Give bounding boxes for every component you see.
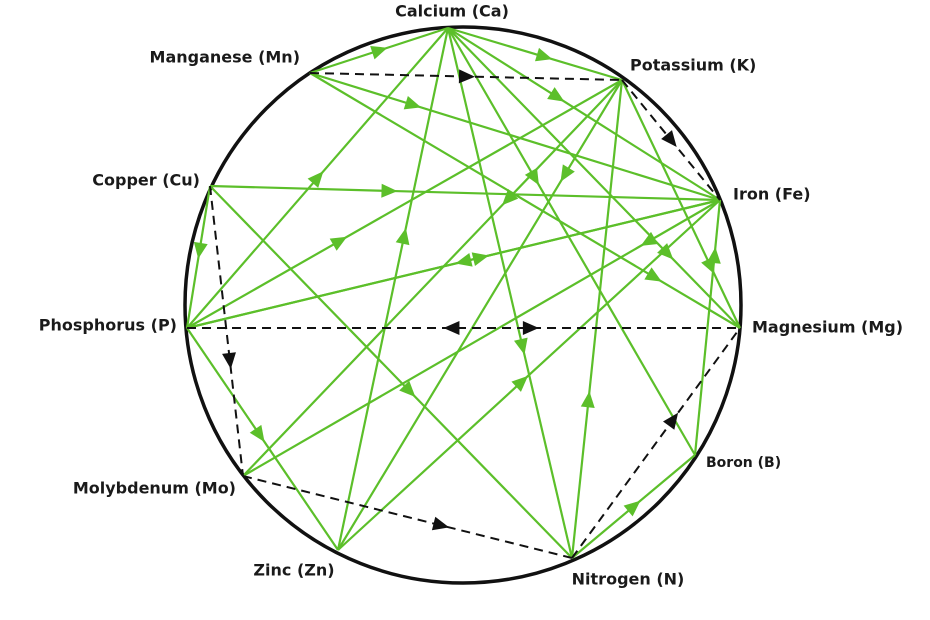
arrow-head <box>370 46 388 60</box>
arrow-head <box>560 164 575 182</box>
arrow-head <box>522 321 539 335</box>
dashed-edge <box>242 475 573 559</box>
arrow-head <box>307 171 324 188</box>
green-edge <box>570 79 624 559</box>
green-edge <box>337 79 623 551</box>
dashed-edge <box>209 185 244 477</box>
arrow-head <box>511 375 528 392</box>
green-edge <box>621 79 741 329</box>
arrow-head <box>640 231 659 246</box>
green-edge <box>336 27 450 551</box>
arrow-head <box>222 352 236 369</box>
node-label: Phosphorus (P) <box>39 316 177 335</box>
arrow-head <box>547 87 565 102</box>
node-label: Manganese (Mn) <box>150 48 300 67</box>
dashed-edge <box>571 327 741 559</box>
arrow-head <box>502 188 519 206</box>
edges <box>185 26 741 559</box>
green-edge <box>447 27 721 201</box>
node-label: Potassium (K) <box>630 56 756 75</box>
green-edge <box>186 198 721 330</box>
arrow-head <box>443 321 460 335</box>
arrow-head <box>431 516 450 531</box>
arrow-head <box>513 337 528 355</box>
green-edge <box>693 199 722 456</box>
arrow-head <box>455 252 473 267</box>
green-edge <box>309 72 741 329</box>
arrow-head <box>403 95 422 110</box>
arrow-head <box>534 47 553 62</box>
arrow-head <box>458 69 475 84</box>
arrow-head <box>580 391 595 408</box>
arrow-head <box>193 241 208 259</box>
node-label: Boron (B) <box>706 455 781 471</box>
arrow-head <box>381 183 398 198</box>
node-label: Molybdenum (Mo) <box>73 479 236 498</box>
arrow-head <box>329 236 348 251</box>
arrow-head <box>706 247 721 264</box>
node-label: Iron (Fe) <box>733 185 811 204</box>
labels: Calcium (Ca) Manganese (Mn) Potassium (K) C… <box>39 2 903 589</box>
arrow-head <box>623 500 641 517</box>
node-label: Copper (Cu) <box>92 171 200 190</box>
green-edge <box>209 185 573 559</box>
outer-circle <box>183 25 743 585</box>
arrow-head <box>644 267 662 282</box>
node-label: Calcium (Ca) <box>395 2 509 21</box>
green-edge <box>209 184 721 202</box>
node-label: Zinc (Zn) <box>253 561 334 580</box>
arrow-head <box>661 130 677 147</box>
arrow-head <box>524 167 539 186</box>
green-edge <box>309 71 721 202</box>
node-label: Magnesium (Mg) <box>752 318 903 337</box>
node-label: Nitrogen (N) <box>572 570 685 589</box>
green-edge <box>242 79 623 477</box>
green-edge <box>447 27 696 456</box>
arrow-head <box>663 412 679 430</box>
green-edge <box>186 79 623 329</box>
green-edge <box>447 26 623 82</box>
arrow-head <box>249 424 265 443</box>
green-edge <box>446 27 574 559</box>
green-edge <box>242 199 721 477</box>
arrow-head <box>399 380 416 398</box>
arrow-head <box>395 227 410 246</box>
